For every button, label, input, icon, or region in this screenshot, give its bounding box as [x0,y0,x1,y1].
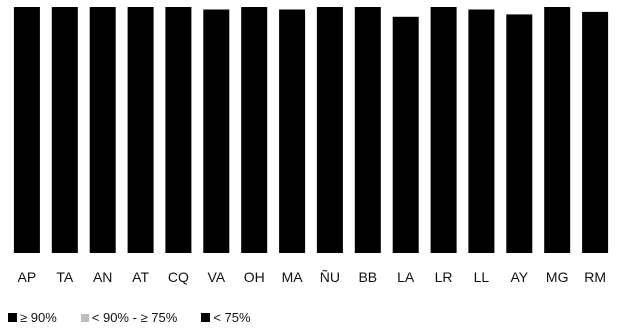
bar-12 [468,9,495,253]
x-tick-label: AY [510,269,528,285]
bar-14 [544,7,571,253]
bar-4 [165,7,192,253]
legend-swatch-mid [80,313,89,322]
bar-13 [506,14,533,254]
bar-8 [316,7,343,253]
bar-11 [430,7,457,253]
legend-label-high: ≥ 90% [20,310,57,325]
x-tick-label: RM [584,269,606,285]
x-tick-label: MG [546,269,569,285]
bar-5 [203,9,230,253]
x-tick-label: OH [244,269,265,285]
bar-1 [51,7,78,253]
bar-7 [279,9,306,253]
bar-6 [241,7,268,253]
legend-label-mid: < 90% - ≥ 75% [91,310,178,325]
bar-9 [354,7,381,253]
bar-10 [392,16,419,253]
legend-label-low: < 75% [213,310,251,325]
x-tick-label: ÑU [320,269,340,285]
legend-swatch-low [201,313,211,322]
x-tick-label: CQ [168,269,189,285]
bar-2 [89,7,116,253]
legend-item-mid: < 90% - ≥ 75% [80,310,178,325]
x-tick-label: TA [56,269,74,285]
x-tick-label: MA [282,269,304,285]
bar-0 [13,7,40,253]
bar-3 [127,7,154,253]
x-tick-label: AN [93,269,112,285]
x-tick-label: AP [18,269,37,285]
x-tick-label: LL [474,269,490,285]
bar-chart: AP TA AN AT CQ VA OH MA ÑU BB LA LR LL AY MG RM [13,7,609,285]
legend-swatch-high [8,313,17,322]
x-tick-label: LA [397,269,415,285]
x-tick-label: LR [435,269,453,285]
x-tick-label: BB [358,269,377,285]
chart-legend: ≥ 90% < 90% - ≥ 75% < 75% [8,310,251,325]
x-tick-label: AT [132,269,149,285]
bar-15 [582,11,609,254]
legend-item-high: ≥ 90% [8,310,57,325]
legend-item-low: < 75% [201,310,251,325]
x-tick-label: VA [207,269,225,285]
